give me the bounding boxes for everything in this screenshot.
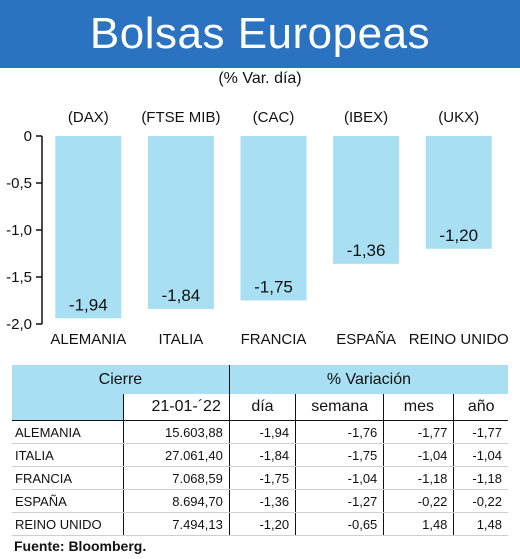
row-ano: -1,77 [453,420,508,444]
header-dia: día [229,394,297,421]
chart-subtitle: (% Var. día) [218,70,302,87]
y-tick-label: -1,0 [6,222,32,239]
row-cierre: 7.068,59 [123,466,230,490]
row-dia: -1,94 [229,420,297,444]
index-label: (UKX) [438,109,479,126]
row-mes: -1,18 [383,466,455,490]
row-ano: -1,18 [453,466,508,490]
y-tick-label: -2,0 [6,316,32,333]
header-mes: mes [383,394,455,421]
index-label: (FTSE MIB) [141,109,220,126]
row-dia: -1,20 [229,512,297,536]
row-ano: -1,04 [453,443,508,467]
x-tick-label: ESPAÑA [336,331,396,348]
row-cierre: 27.061,40 [123,443,230,467]
page-title: Bolsas Europeas [89,9,431,58]
row-ano: 1,48 [453,512,508,536]
header-blank-cell [12,394,124,421]
header-semana: semana [295,394,385,421]
index-label: (CAC) [253,109,295,126]
source-note: Fuente: Bloomberg. [14,538,147,554]
index-table: Cierre % Variación 21-01-´22 día semana … [12,365,508,536]
row-cierre: 8.694,70 [123,489,230,513]
row-dia: -1,84 [229,443,297,467]
y-tick-label: -1,5 [6,269,32,286]
row-name: ALEMANIA [12,420,124,444]
table-subheader-row: 21-01-´22 día semana mes año [12,394,508,421]
bar [55,136,122,319]
data-label: -1,94 [69,295,108,314]
y-tick-label: 0 [24,128,32,145]
x-tick-label: REINO UNIDO [409,331,509,348]
header-date: 21-01-´22 [123,394,230,421]
table-row: ITALIA 27.061,40 -1,84 -1,75 -1,04 -1,04 [12,443,508,467]
data-label: -1,84 [162,286,201,305]
bar [147,136,214,309]
title-banner: Bolsas Europeas [0,0,520,68]
index-label: (IBEX) [344,109,388,126]
y-tick-label: -0,5 [6,175,32,192]
row-dia: -1,75 [229,466,297,490]
row-semana: -1,75 [295,443,385,467]
bar [333,136,400,264]
index-label: (DAX) [68,109,109,126]
group-header-variacion: % Variación [229,365,508,394]
x-tick-label: ALEMANIA [50,331,126,348]
table-row: ESPAÑA 8.694,70 -1,36 -1,27 -0,22 -0,22 [12,489,508,513]
row-ano: -0,22 [453,489,508,513]
data-label: -1,75 [254,278,293,297]
row-mes: 1,48 [383,512,455,536]
table-row: FRANCIA 7.068,59 -1,75 -1,04 -1,18 -1,18 [12,466,508,490]
x-tick-label: FRANCIA [241,331,307,348]
data-label: -1,36 [347,241,386,260]
x-tick-label: ITALIA [159,331,204,348]
header-ano: año [453,394,508,421]
data-label: -1,20 [439,226,478,245]
row-name: ITALIA [12,443,124,467]
table-row: ALEMANIA 15.603,88 -1,94 -1,76 -1,77 -1,… [12,420,508,444]
row-semana: -1,76 [295,420,385,444]
row-name: ESPAÑA [12,489,124,513]
row-mes: -1,77 [383,420,455,444]
row-name: REINO UNIDO [12,512,124,536]
row-mes: -0,22 [383,489,455,513]
row-name: FRANCIA [12,466,124,490]
bar [240,136,307,301]
row-cierre: 7.494,13 [123,512,230,536]
table-row: REINO UNIDO 7.494,13 -1,20 -0,65 1,48 1,… [12,512,508,536]
row-semana: -1,04 [295,466,385,490]
bar [425,136,492,249]
row-dia: -1,36 [229,489,297,513]
bar-chart: 0 -0,5 -1,0 -1,5 -2,0 (DAX) -1,94 ALEMANIA (FTSE… [6,109,509,348]
row-cierre: 15.603,88 [123,420,230,444]
row-semana: -0,65 [295,512,385,536]
table-group-header-row: Cierre % Variación [12,365,508,394]
row-semana: -1,27 [295,489,385,513]
group-header-cierre: Cierre [12,365,230,394]
row-mes: -1,04 [383,443,455,467]
